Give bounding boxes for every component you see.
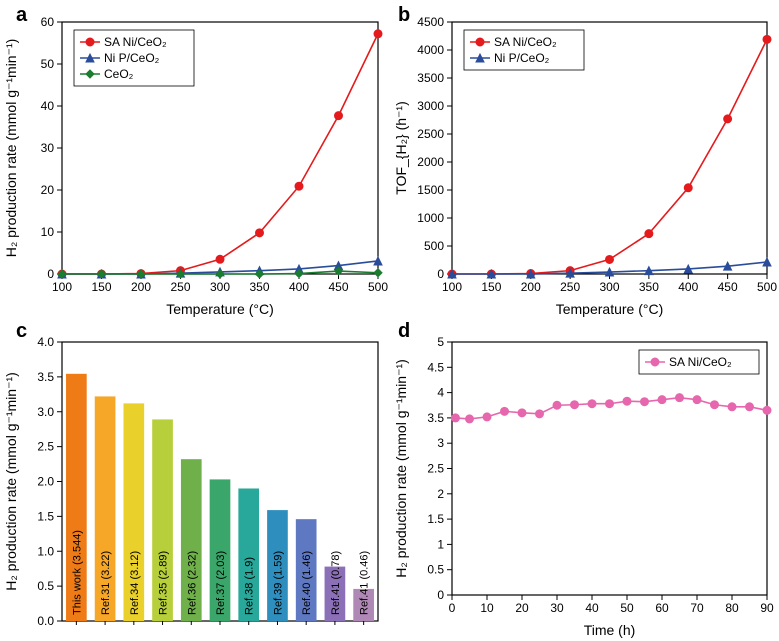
panel-b: 100 150 200 250 300 350 400 450 500 0 500 1000 1500 2… (390, 0, 779, 320)
svg-text:2: 2 (437, 487, 444, 501)
svg-text:20: 20 (515, 601, 529, 615)
svg-text:300: 300 (210, 280, 230, 294)
svg-text:2500: 2500 (417, 127, 444, 141)
svg-text:70: 70 (690, 601, 704, 615)
svg-text:250: 250 (560, 280, 580, 294)
svg-text:CeO₂: CeO₂ (104, 67, 134, 81)
svg-text:400: 400 (289, 280, 309, 294)
svg-text:1000: 1000 (417, 211, 444, 225)
svg-text:40: 40 (585, 601, 599, 615)
svg-text:20: 20 (41, 183, 55, 197)
svg-text:H₂ production rate (mmol g⁻¹mi: H₂ production rate (mmol g⁻¹min⁻¹) (3, 372, 19, 591)
svg-text:0: 0 (47, 267, 54, 281)
panel-c: 0.0 0.5 1.0 1.5 2.0 2.5 3.0 3.5 4.0 H₂ production… (0, 320, 390, 641)
svg-text:Ni P/CeO₂: Ni P/CeO₂ (104, 51, 160, 65)
svg-text:2.5: 2.5 (37, 440, 54, 454)
svg-text:SA Ni/CeO₂: SA Ni/CeO₂ (669, 355, 732, 369)
panel-a: 100 150 200 250 300 350 400 450 500 0 10 20 30 40 50 60… (0, 0, 390, 320)
svg-text:Ni P/CeO₂: Ni P/CeO₂ (494, 51, 550, 65)
svg-text:Ref.34 (3.12): Ref.34 (3.12) (129, 551, 141, 615)
svg-text:100: 100 (52, 280, 72, 294)
svg-text:40: 40 (41, 99, 55, 113)
svg-text:30: 30 (41, 141, 55, 155)
svg-text:100: 100 (442, 280, 462, 294)
svg-text:This work (3.544): This work (3.544) (71, 530, 83, 615)
svg-text:10: 10 (41, 225, 55, 239)
svg-text:150: 150 (481, 280, 501, 294)
svg-text:0: 0 (437, 267, 444, 281)
svg-text:H₂ production rate (mmol g⁻¹mi: H₂ production rate (mmol g⁻¹min⁻¹) (393, 359, 409, 578)
svg-text:1: 1 (437, 537, 444, 551)
svg-text:50: 50 (620, 601, 634, 615)
svg-text:4.5: 4.5 (427, 360, 444, 374)
svg-text:200: 200 (131, 280, 151, 294)
svg-text:4: 4 (437, 386, 444, 400)
svg-text:30: 30 (550, 601, 564, 615)
svg-text:Time (h): Time (h) (584, 622, 636, 638)
svg-text:500: 500 (757, 280, 777, 294)
svg-text:1.0: 1.0 (37, 544, 54, 558)
svg-text:60: 60 (655, 601, 669, 615)
svg-text:1.5: 1.5 (427, 512, 444, 526)
svg-text:0.5: 0.5 (427, 563, 444, 577)
svg-text:4000: 4000 (417, 43, 444, 57)
svg-text:500: 500 (424, 239, 444, 253)
svg-text:450: 450 (328, 280, 348, 294)
svg-text:300: 300 (599, 280, 619, 294)
svg-text:10: 10 (480, 601, 494, 615)
svg-text:2.0: 2.0 (37, 475, 54, 489)
svg-text:3500: 3500 (417, 71, 444, 85)
panel-d: 0 10 20 30 40 50 60 70 80 90 0 0.5 1 1.5 2 2.5 3 3.5 4 4.5 5… (390, 320, 779, 641)
svg-text:SA Ni/CeO₂: SA Ni/CeO₂ (494, 35, 557, 49)
svg-text:3.5: 3.5 (427, 411, 444, 425)
svg-text:500: 500 (368, 280, 388, 294)
svg-text:60: 60 (41, 15, 55, 29)
svg-text:Ref.35 (2.89): Ref.35 (2.89) (158, 551, 170, 615)
svg-text:3: 3 (437, 436, 444, 450)
svg-text:Ref.39 (1.59): Ref.39 (1.59) (272, 551, 284, 615)
svg-text:0: 0 (437, 588, 444, 602)
svg-text:250: 250 (170, 280, 190, 294)
svg-text:50: 50 (41, 57, 55, 71)
svg-text:2.5: 2.5 (427, 462, 444, 476)
svg-text:2000: 2000 (417, 155, 444, 169)
svg-text:0: 0 (449, 601, 456, 615)
svg-text:0.5: 0.5 (37, 579, 54, 593)
svg-text:Ref.31 (3.22): Ref.31 (3.22) (100, 551, 112, 615)
svg-text:SA Ni/CeO₂: SA Ni/CeO₂ (104, 35, 167, 49)
svg-text:H₂ production rate (mmol g⁻¹mi: H₂ production rate (mmol g⁻¹min⁻¹) (3, 39, 19, 258)
svg-text:80: 80 (725, 601, 739, 615)
svg-text:5: 5 (437, 335, 444, 349)
svg-text:450: 450 (718, 280, 738, 294)
svg-text:3.5: 3.5 (37, 370, 54, 384)
figure: { "global":{ "width":779,"height":641, "… (0, 0, 779, 641)
svg-text:200: 200 (521, 280, 541, 294)
svg-text:Ref.41 (0.46): Ref.41 (0.46) (359, 551, 371, 615)
svg-text:350: 350 (249, 280, 269, 294)
svg-text:3000: 3000 (417, 99, 444, 113)
svg-text:4500: 4500 (417, 15, 444, 29)
svg-text:1.5: 1.5 (37, 509, 54, 523)
svg-text:1500: 1500 (417, 183, 444, 197)
svg-text:Ref.38 (1.9): Ref.38 (1.9) (244, 557, 256, 615)
svg-text:Ref.41 (0.78): Ref.41 (0.78) (330, 551, 342, 615)
svg-text:150: 150 (91, 280, 111, 294)
svg-text:Temperature (°C): Temperature (°C) (166, 301, 274, 317)
svg-text:TOF_{H₂} (h⁻¹): TOF_{H₂} (h⁻¹) (393, 101, 409, 194)
svg-text:3.0: 3.0 (37, 405, 54, 419)
svg-text:90: 90 (760, 601, 774, 615)
svg-text:Temperature (°C): Temperature (°C) (556, 301, 664, 317)
svg-text:0.0: 0.0 (37, 614, 54, 628)
svg-text:Ref.40 (1.46): Ref.40 (1.46) (301, 551, 313, 615)
svg-text:Ref.36 (2.32): Ref.36 (2.32) (186, 551, 198, 615)
svg-text:350: 350 (639, 280, 659, 294)
svg-text:400: 400 (678, 280, 698, 294)
svg-text:Ref.37 (2.03): Ref.37 (2.03) (215, 551, 227, 615)
svg-text:4.0: 4.0 (37, 335, 54, 349)
